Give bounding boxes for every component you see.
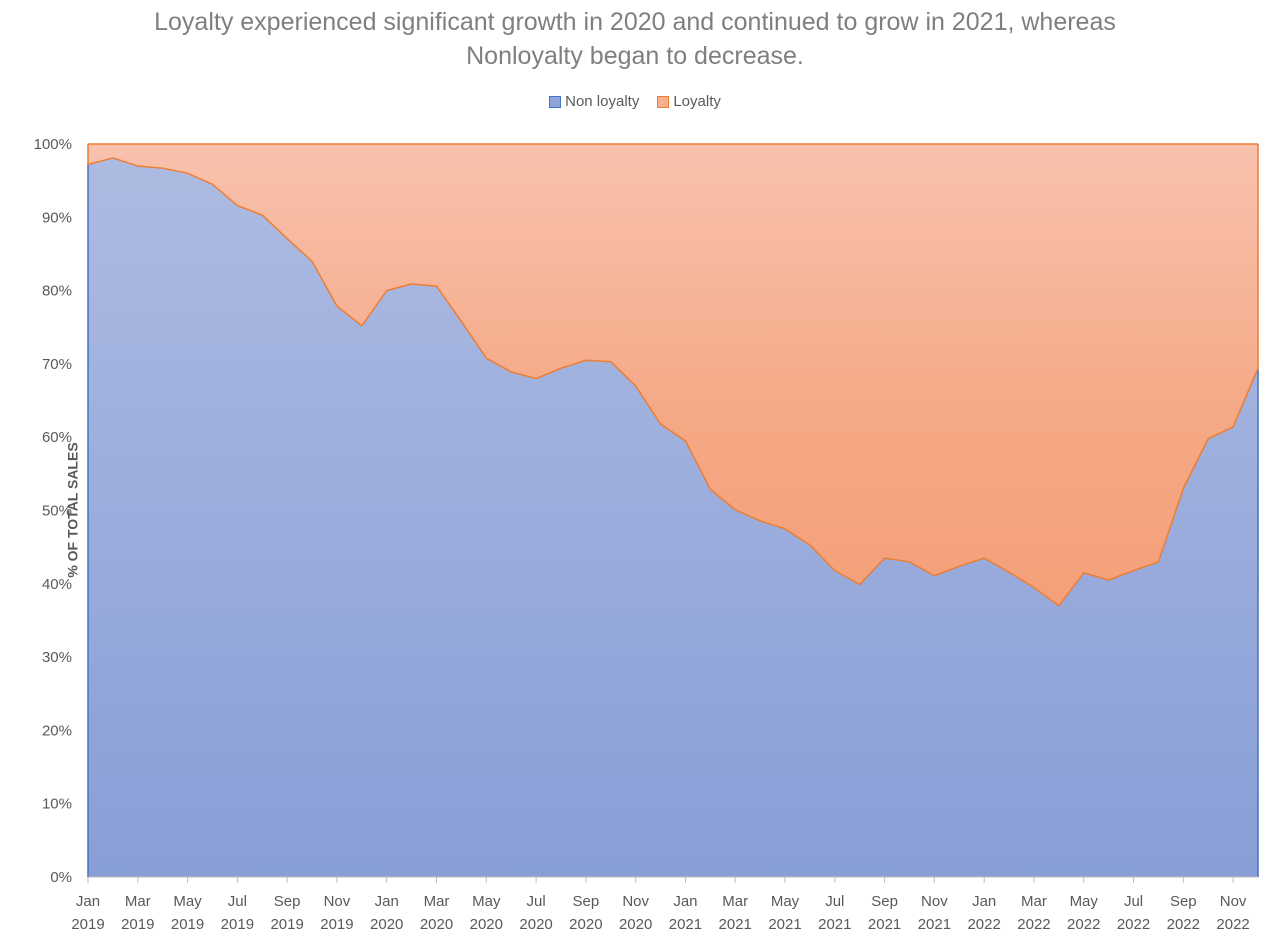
x-tick-label-month: Sep bbox=[1170, 893, 1197, 910]
x-tick-label-year: 2020 bbox=[519, 916, 552, 933]
x-tick-label-month: May bbox=[771, 893, 800, 910]
x-tick-label-year: 2021 bbox=[818, 916, 851, 933]
x-tick-label-year: 2019 bbox=[121, 916, 154, 933]
x-tick-label-month: Jul bbox=[825, 893, 844, 910]
x-tick-label-month: May bbox=[173, 893, 202, 910]
legend-item-loyalty[interactable]: Loyalty bbox=[657, 93, 721, 110]
x-tick-label-year: 2019 bbox=[221, 916, 254, 933]
legend-swatch-non-loyalty bbox=[549, 95, 562, 108]
x-tick-label-year: 2021 bbox=[868, 916, 901, 933]
x-tick-label-month: Jul bbox=[228, 893, 247, 910]
x-tick-label-month: Nov bbox=[921, 893, 948, 910]
area-loyalty bbox=[88, 144, 1258, 606]
y-tick-label: 20% bbox=[42, 722, 72, 739]
x-tick-label-year: 2019 bbox=[320, 916, 353, 933]
x-tick-label-month: Jan bbox=[375, 893, 399, 910]
x-tick-label-year: 2020 bbox=[420, 916, 453, 933]
x-tick-label-year: 2021 bbox=[918, 916, 951, 933]
chart-title-line-1: Loyalty experienced significant growth i… bbox=[154, 8, 1116, 36]
x-tick-label-month: Sep bbox=[871, 893, 898, 910]
x-tick-label-year: 2020 bbox=[370, 916, 403, 933]
x-tick-label-year: 2020 bbox=[569, 916, 602, 933]
x-tick-label-month: Sep bbox=[274, 893, 301, 910]
x-tick-label-year: 2019 bbox=[71, 916, 104, 933]
x-tick-label-year: 2022 bbox=[1017, 916, 1050, 933]
x-tick-label-year: 2022 bbox=[1167, 916, 1200, 933]
x-tick-label-year: 2022 bbox=[1216, 916, 1249, 933]
x-tick-label-year: 2020 bbox=[470, 916, 503, 933]
series-boundary-line bbox=[87, 157, 1259, 607]
x-tick-label-month: Mar bbox=[424, 893, 450, 910]
x-tick-label-month: Jul bbox=[1124, 893, 1143, 910]
legend-item-non-loyalty[interactable]: Non loyalty bbox=[549, 93, 639, 110]
x-tick-label-year: 2021 bbox=[719, 916, 752, 933]
x-tick-label-month: Jan bbox=[673, 893, 697, 910]
x-tick-label-year: 2022 bbox=[1067, 916, 1100, 933]
y-tick-label: 60% bbox=[42, 429, 72, 446]
chart-title-line-2: Nonloyalty began to decrease. bbox=[466, 42, 804, 70]
x-tick-label-year: 2019 bbox=[171, 916, 204, 933]
area-non-loyalty bbox=[88, 157, 1258, 877]
y-tick-label: 40% bbox=[42, 576, 72, 593]
y-tick-label: 10% bbox=[42, 796, 72, 813]
y-tick-label: 30% bbox=[42, 649, 72, 666]
x-tick-label-year: 2021 bbox=[669, 916, 702, 933]
x-tick-label-month: Nov bbox=[1220, 893, 1247, 910]
x-tick-label-month: Jul bbox=[526, 893, 545, 910]
x-tick-label-month: Jan bbox=[76, 893, 100, 910]
x-tick-label-month: Mar bbox=[1021, 893, 1047, 910]
x-tick-label-year: 2019 bbox=[270, 916, 303, 933]
legend-swatch-loyalty bbox=[657, 95, 670, 108]
x-tick-label-year: 2020 bbox=[619, 916, 652, 933]
y-tick-label: 90% bbox=[42, 209, 72, 226]
x-tick-label-month: May bbox=[1070, 893, 1099, 910]
x-tick-label-month: Mar bbox=[722, 893, 748, 910]
legend-label-non-loyalty: Non loyalty bbox=[565, 93, 640, 110]
x-tick-label-month: Mar bbox=[125, 893, 151, 910]
x-tick-label-month: Nov bbox=[324, 893, 351, 910]
x-tick-label-year: 2022 bbox=[1117, 916, 1150, 933]
y-tick-label: 50% bbox=[42, 503, 72, 520]
y-tick-label: 70% bbox=[42, 356, 72, 373]
x-tick-label-year: 2021 bbox=[768, 916, 801, 933]
x-tick-label-month: Nov bbox=[622, 893, 649, 910]
x-tick-label-month: May bbox=[472, 893, 501, 910]
y-tick-label: 100% bbox=[34, 136, 72, 153]
legend: Non loyalty Loyalty bbox=[0, 93, 1270, 110]
x-tick-label-month: Sep bbox=[573, 893, 600, 910]
legend-label-loyalty: Loyalty bbox=[673, 93, 721, 110]
y-tick-label: 0% bbox=[50, 869, 72, 886]
x-tick-label-month: Jan bbox=[972, 893, 996, 910]
y-tick-label: 80% bbox=[42, 283, 72, 300]
x-tick-label-year: 2022 bbox=[967, 916, 1000, 933]
